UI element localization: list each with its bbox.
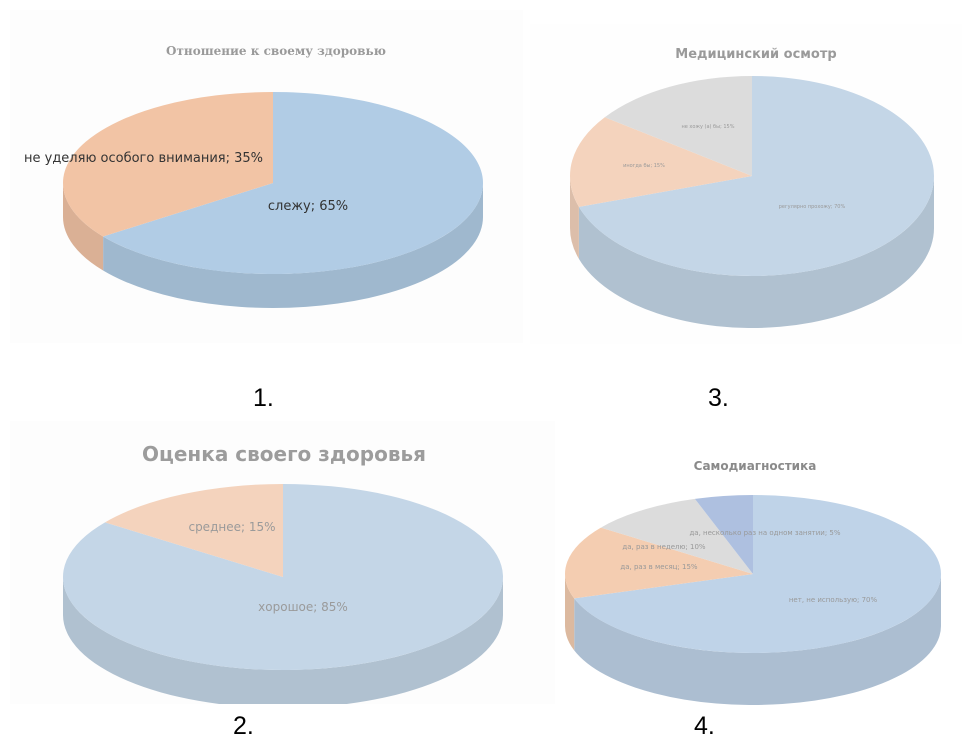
pie-slice-side (63, 577, 503, 704)
caption-3: 3. (708, 384, 729, 412)
chart-title-3: Медицинский осмотр (675, 47, 836, 62)
pie-slice-label: да, раз в месяц; 15% (620, 563, 698, 571)
pie-slice-label: не уделяю особого внимания; 35% (24, 151, 263, 166)
pie-slice (604, 76, 752, 176)
pie-slice-label: иногда бы; 15% (623, 163, 665, 169)
pie-slice (570, 117, 752, 207)
chart-panel-4: Самодиагностика нет, не использую; 70% да… (560, 443, 960, 710)
caption-1: 1. (253, 384, 274, 412)
pie-slice (574, 495, 941, 653)
pie-slice-side (570, 176, 579, 259)
pie-slice-label: регулярно прохожу; 70% (779, 204, 846, 210)
pie-chart-3: Медицинский осмотр регулярно прохожу; 70… (570, 47, 934, 328)
pie-slice (600, 498, 753, 574)
pie-slice (694, 495, 753, 574)
pie-slice-label: не хожу (а) бы; 15% (682, 124, 735, 130)
chart-panel-1: Отношение к своему здоровью слежу; 65% не… (10, 10, 523, 343)
pie-slice-side (63, 183, 104, 271)
chart-panel-3: Медицинский осмотр регулярно прохожу; 70… (530, 24, 962, 344)
pie-slice-side (578, 176, 934, 328)
pie-chart-2: Оценка своего здоровья хорошое; 85% средн… (62, 442, 503, 704)
pie-slice-side (574, 574, 941, 705)
pie-slice-side (565, 574, 575, 651)
chart-panel-2: Оценка своего здоровья хорошое; 85% средн… (10, 421, 555, 704)
pie-slice-side (103, 183, 484, 309)
pie-slice-label: да, несколько раз на одном занятии; 5% (689, 529, 840, 537)
pie-slice-label: слежу; 65% (268, 199, 348, 214)
pie-slice-label: среднее; 15% (188, 520, 275, 534)
pie-slice-label: нет, не использую; 70% (789, 596, 878, 604)
chart-title-2: Оценка своего здоровья (142, 442, 426, 466)
pie-chart-4: Самодиагностика нет, не использую; 70% да… (565, 459, 941, 705)
pie-slice-label: да, раз в неделю; 10% (622, 543, 705, 551)
chart-title-4: Самодиагностика (694, 459, 817, 473)
pie-slice (63, 92, 274, 237)
pie-slice-label: хорошое; 85% (258, 600, 348, 614)
pie-chart-1: Отношение к своему здоровью слежу; 65% не… (24, 44, 484, 309)
pie-slice (565, 527, 753, 599)
chart-title-1: Отношение к своему здоровью (166, 44, 386, 58)
pie-slice (105, 484, 283, 577)
pie-slice (578, 76, 934, 276)
caption-2: 2. (233, 712, 254, 740)
pie-slice (103, 92, 483, 274)
caption-4: 4. (694, 712, 715, 740)
